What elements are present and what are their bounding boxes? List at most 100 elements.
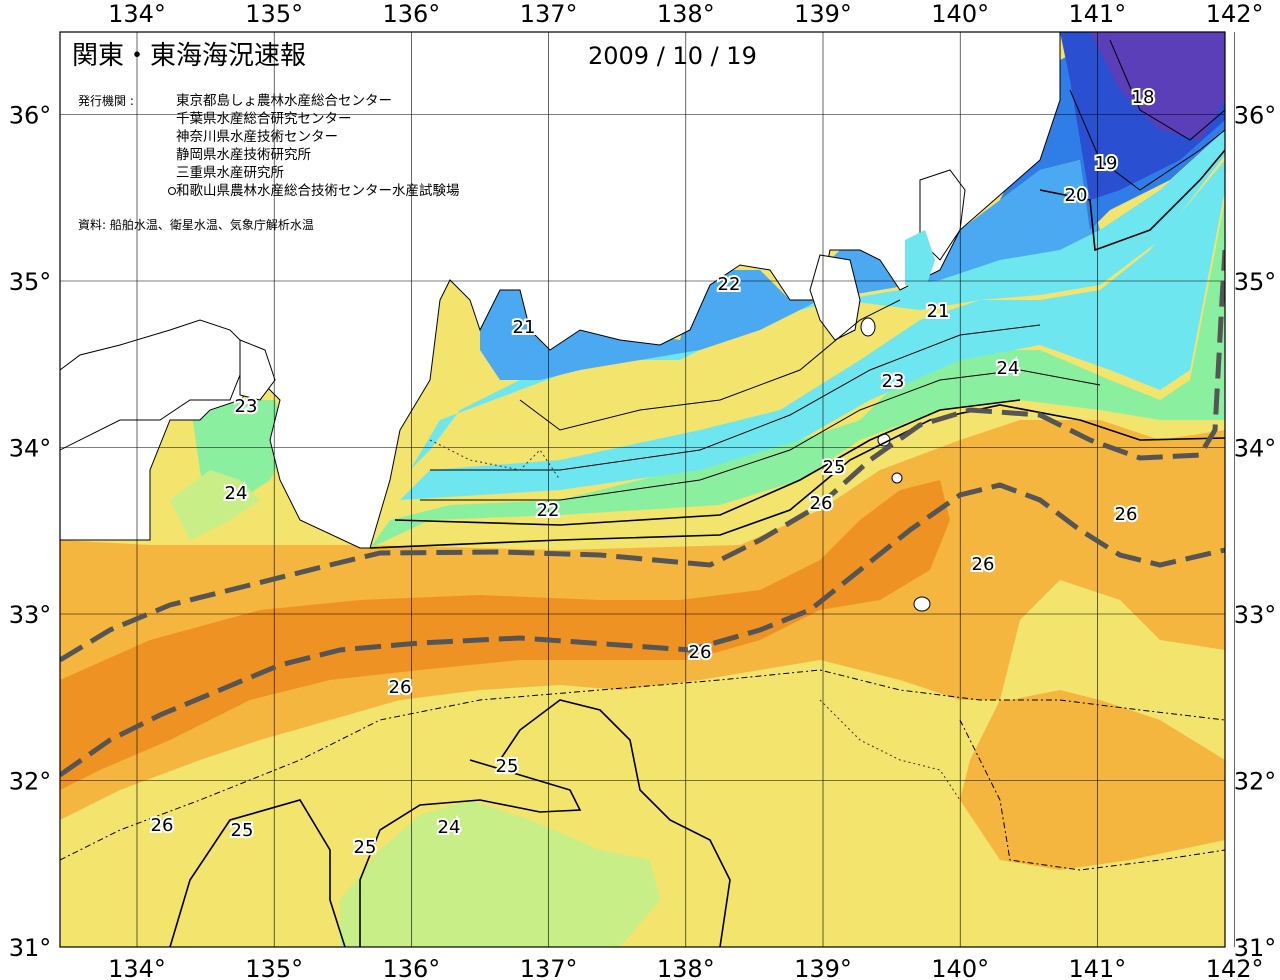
contour-label: 26 xyxy=(810,493,833,514)
isotherm-26-coast xyxy=(369,404,1225,549)
longitude-label: 135° xyxy=(245,0,303,28)
longitude-labels-top: 134° 135° 136° 137° 138° 139° 140° 141° 142° xyxy=(108,0,1263,28)
isotherm-25-loop xyxy=(359,759,582,947)
publisher-6: 和歌山県農林水産総合技術センター水産試験場 xyxy=(176,183,460,199)
longitude-label: 140° xyxy=(931,955,989,980)
tokyo-bay xyxy=(905,230,935,290)
isotherm-20 xyxy=(1039,149,1225,252)
graticule xyxy=(60,32,1235,947)
longitude-label: 135° xyxy=(245,955,303,980)
contour-label: 22 xyxy=(718,274,741,295)
mikura-island xyxy=(891,472,903,484)
isotherm-25-mid xyxy=(499,699,731,947)
isotherm-23 xyxy=(430,324,1041,471)
latitude-labels-right: 31° 32° 33° 34° 35° 36° xyxy=(1234,102,1277,963)
publisher-3: 神奈川県水産技術センター xyxy=(176,129,338,145)
latitude-label: 34° xyxy=(9,435,52,463)
longitude-label: 141° xyxy=(1068,955,1126,980)
latitude-label: 33° xyxy=(1234,601,1277,629)
contour-label: 25 xyxy=(823,457,846,478)
longitude-label: 139° xyxy=(794,0,852,28)
longitude-label: 134° xyxy=(108,0,166,28)
isotherm-19 xyxy=(1069,89,1225,191)
isotherm-26-east xyxy=(959,719,1225,871)
longitude-label: 142° xyxy=(1206,955,1264,980)
latitude-label: 36° xyxy=(9,102,52,130)
contour-label: 24 xyxy=(438,817,461,838)
contour-label: 24 xyxy=(997,358,1020,379)
contour-label: 24 xyxy=(225,483,248,504)
latitude-label: 33° xyxy=(9,601,52,629)
map-frame xyxy=(59,31,1226,948)
longitude-label: 138° xyxy=(657,955,715,980)
contour-label: 21 xyxy=(927,301,950,322)
contour-label: 19 xyxy=(1095,153,1118,174)
longitude-label: 137° xyxy=(520,955,578,980)
temperature-fill xyxy=(60,32,1225,947)
longitude-label: 140° xyxy=(931,0,989,28)
publisher-2: 千葉県水産総合研究センター xyxy=(176,111,352,127)
longitude-label: 141° xyxy=(1068,0,1126,28)
band-27 xyxy=(60,480,950,790)
kuroshio-north-front xyxy=(60,249,1225,663)
contour-label: 25 xyxy=(354,837,377,858)
contour-label: 23 xyxy=(882,371,905,392)
longitude-label: 142° xyxy=(1206,0,1264,28)
awaji xyxy=(239,339,276,401)
contour-label: 26 xyxy=(389,677,412,698)
latitude-label: 35° xyxy=(9,268,52,296)
contour-label: 18 xyxy=(1132,87,1155,108)
publishers-list: 東京都島しょ農林水産総合センター 千葉県水産総合研究センター 神奈川県水産技術セ… xyxy=(176,93,460,199)
map-date: 2009 / 10 / 19 xyxy=(588,42,757,70)
band-23 xyxy=(400,160,1225,500)
isotherm-24 xyxy=(420,369,1101,501)
longitude-label: 136° xyxy=(382,955,440,980)
latitude-label: 31° xyxy=(9,934,52,962)
isotherm-25-south xyxy=(169,799,346,947)
isotherm-18 xyxy=(1109,39,1225,141)
contour-label: 20 xyxy=(1065,185,1088,206)
latitude-label: 32° xyxy=(1234,768,1277,796)
kuroshio-fronts xyxy=(60,249,1225,778)
band-24-west xyxy=(170,470,260,540)
wakayama-marker xyxy=(168,187,176,195)
latitude-label: 32° xyxy=(9,768,52,796)
publishers-label: 発行機関 : xyxy=(78,93,134,108)
izu-peninsula xyxy=(809,254,861,341)
band-21 xyxy=(480,160,1100,380)
contour-label: 25 xyxy=(231,820,254,841)
oshima-island xyxy=(860,317,876,337)
longitude-labels-bottom: 134° 135° 136° 137° 138° 139° 140° 141° 142° xyxy=(108,955,1263,980)
data-source: 資料: 船舶水温、衛星水温、気象庁解析水温 xyxy=(78,217,314,232)
band-24-south xyxy=(340,800,660,947)
band-24 xyxy=(370,200,1225,548)
isotherm-25-coast xyxy=(394,399,1021,526)
contour-label: 21 xyxy=(513,317,536,338)
isotherms xyxy=(60,39,1225,947)
longitude-label: 137° xyxy=(520,0,578,28)
latitude-label: 36° xyxy=(1234,102,1277,130)
contour-label: 26 xyxy=(151,815,174,836)
contour-label: 26 xyxy=(1115,504,1138,525)
longitude-label: 138° xyxy=(657,0,715,28)
longitude-label: 136° xyxy=(382,0,440,28)
hachijo-island xyxy=(913,596,931,612)
isotherm-22 xyxy=(519,299,901,431)
isotherm-26-south xyxy=(60,669,1225,861)
longitude-label: 134° xyxy=(108,955,166,980)
longitude-label: 139° xyxy=(794,955,852,980)
latitude-label: 35° xyxy=(1234,268,1277,296)
contour-label: 23 xyxy=(235,396,258,417)
publisher-5: 三重県水産研究所 xyxy=(176,165,284,181)
latitude-labels-left: 31° 32° 33° 34° 35° 36° xyxy=(9,102,52,963)
isotherm-dotted-1 xyxy=(819,699,961,801)
publisher-1: 東京都島しょ農林水産総合センター xyxy=(176,93,392,109)
map-title: 関東・東海海況速報 xyxy=(72,41,306,71)
latitude-label: 31° xyxy=(1234,934,1277,962)
land-masses xyxy=(60,32,1061,612)
contour-label: 26 xyxy=(972,554,995,575)
latitude-label: 34° xyxy=(1234,435,1277,463)
publisher-4: 静岡県水産技術研究所 xyxy=(176,147,311,163)
